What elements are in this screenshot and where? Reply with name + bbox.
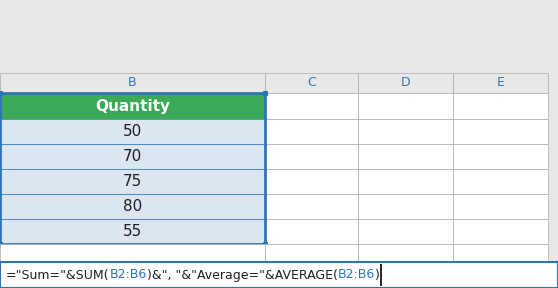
Bar [265,73,358,93]
Text: ="Sum="&SUM(: ="Sum="&SUM( [6,268,109,281]
Bar [358,169,453,194]
Bar [453,244,548,262]
Text: C: C [307,77,316,90]
Bar [0,194,265,219]
Text: Quantity: Quantity [95,98,170,113]
Bar [358,119,453,144]
Bar [453,194,548,219]
Text: D: D [401,77,410,90]
Bar [0,242,2,247]
Text: 55: 55 [123,224,142,239]
Bar [265,219,358,244]
Bar [265,194,358,219]
Bar [0,73,265,93]
Bar [358,93,453,119]
Text: 50: 50 [123,124,142,139]
Bar [358,219,453,244]
Bar [262,242,267,247]
Bar [0,244,265,262]
Text: )&", "&"Average="&AVERAGE(: )&", "&"Average="&AVERAGE( [147,268,338,281]
Bar [0,93,265,244]
Bar [265,169,358,194]
Bar [0,169,265,194]
Bar [0,262,558,288]
Bar [0,119,265,144]
Bar [265,119,358,144]
Bar [453,93,548,119]
Bar [453,219,548,244]
Text: E: E [497,77,504,90]
Bar [0,144,265,169]
Text: 70: 70 [123,149,142,164]
Bar [265,244,358,262]
Text: B: B [128,77,137,90]
Bar [0,90,2,96]
Bar [453,73,548,93]
Bar [0,219,265,244]
Bar [358,194,453,219]
Bar [0,93,265,119]
Bar [265,93,358,119]
Bar [262,90,267,96]
Text: ): ) [375,268,380,281]
Text: 75: 75 [123,174,142,189]
Bar [358,144,453,169]
Bar [358,73,453,93]
Bar [265,144,358,169]
Bar [358,244,453,262]
Bar [453,119,548,144]
Text: 80: 80 [123,199,142,214]
Bar [453,169,548,194]
Bar [453,144,548,169]
Bar [0,0,558,93]
Text: B2:B6: B2:B6 [338,268,375,281]
Text: B2:B6: B2:B6 [109,268,147,281]
